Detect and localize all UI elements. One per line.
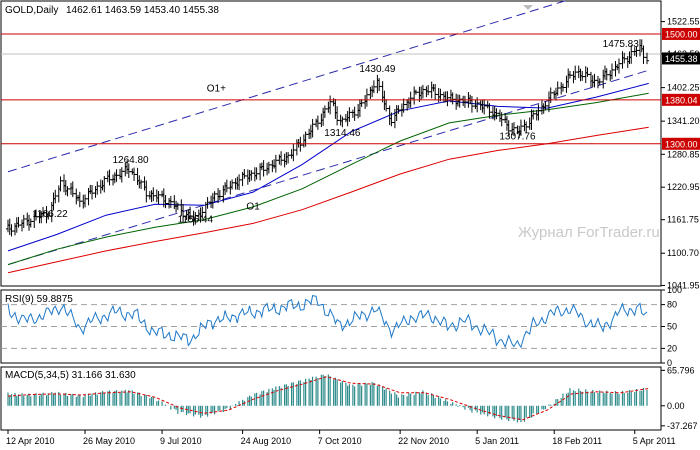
- macd-label: MACD(5,34,5) 31.166 31.630: [5, 370, 136, 381]
- price-tags: 1500.00 1380.04 1300.00 1455.38: [662, 27, 700, 150]
- price-annotation: O1: [246, 202, 260, 213]
- level-tag: [662, 137, 700, 150]
- level-tag: [662, 93, 700, 106]
- ohlc-header: 1462.61 1463.59 1453.40 1455.38: [66, 5, 219, 16]
- moving-average-line: [7, 126, 649, 274]
- time-tick-label: 24 Aug 2010: [241, 436, 292, 446]
- macd-signal-line: [7, 376, 649, 421]
- current-price-label: 1455.38: [665, 54, 698, 64]
- price-annotations: 1475.83 1430.49 1314.46 1307.76 1264.80 1166.…: [32, 39, 639, 225]
- rsi-tick-label: 100: [667, 285, 682, 295]
- time-tick-label: 9 Jul 2010: [160, 436, 202, 446]
- macd-panel-border: [0, 366, 662, 431]
- time-tick-label: 5 Jan 2011: [475, 436, 519, 446]
- price-panel: 1475.83 1430.49 1314.46 1307.76 1264.80 1166.…: [0, 0, 700, 290]
- chart-title: GOLD,Daily: [5, 5, 58, 16]
- price-annotation: 1475.83: [603, 39, 640, 50]
- price-tick-label: 1280.85: [667, 149, 700, 159]
- price-tick-label: 1402.25: [667, 83, 700, 93]
- rsi-tick-label: 50: [667, 322, 677, 332]
- shift-marker-icon: [523, 5, 533, 10]
- rsi-axis: 100 80 50 20 0: [661, 285, 682, 368]
- macd-tick-label: 65.796: [667, 365, 695, 375]
- rsi-series-line: [7, 295, 648, 349]
- level-tag-label: 1300.00: [665, 139, 698, 149]
- rsi-label: RSI(9) 59.8875: [5, 294, 73, 305]
- price-annotation: 1264.80: [112, 155, 149, 166]
- horizontal-levels: [1, 33, 661, 145]
- watermark: Журнал ForTrader.ru: [518, 224, 660, 241]
- rsi-levels: [1, 304, 661, 349]
- price-bars: [6, 39, 649, 237]
- moving-average-line: [7, 82, 649, 252]
- macd-axis: 65.796 0.00 -37.267: [661, 365, 698, 431]
- rsi-tick-label: 0: [667, 358, 672, 368]
- rsi-tick-label: 80: [667, 300, 677, 310]
- time-tick-label: 5 Apr 2011: [633, 436, 676, 446]
- time-axis: 12 Apr 2010 26 May 2010 9 Jul 2010 24 Aug 2…: [6, 430, 676, 446]
- price-annotation: 1430.49: [359, 64, 396, 75]
- macd-tick-label: -37.267: [667, 421, 698, 431]
- macd-signal-series: [7, 376, 649, 421]
- price-annotation: 1156.44: [178, 215, 214, 226]
- price-tick-label: 1100.70: [667, 248, 699, 258]
- time-tick-label: 26 May 2010: [83, 436, 135, 446]
- macd-histogram: [7, 374, 648, 423]
- rsi-tick-label: 20: [667, 343, 677, 353]
- macd-panel: MACD(5,34,5) 31.166 31.630 65.796 0.00 -37…: [0, 365, 698, 431]
- rsi-panel: RSI(9) 59.8875 100 80 50 20 0: [0, 285, 682, 368]
- time-tick-label: 22 Nov 2010: [398, 436, 449, 446]
- price-annotation: 1166.22: [32, 209, 68, 220]
- rsi-line: [7, 295, 648, 349]
- time-tick-label: 18 Feb 2011: [552, 436, 602, 446]
- time-tick-label: 7 Oct 2010: [318, 436, 362, 446]
- price-tick-label: 1522.55: [667, 17, 700, 27]
- level-tag-label: 1380.04: [665, 95, 698, 105]
- time-tick-label: 12 Apr 2010: [6, 436, 55, 446]
- level-tag-label: 1500.00: [665, 29, 698, 39]
- channel-upper-line: [7, 0, 570, 173]
- price-annotation: 1307.76: [499, 132, 536, 143]
- price-annotation: O1+: [207, 84, 226, 95]
- price-annotation: 1314.46: [324, 128, 361, 139]
- current-price-tag: [662, 52, 700, 65]
- level-tag: [662, 27, 700, 40]
- price-tick-label: 1041.95: [667, 280, 700, 290]
- macd-tick-label: 0.00: [667, 401, 685, 411]
- price-tick-label: 1341.20: [667, 116, 700, 126]
- price-tick-label: 1220.95: [667, 182, 700, 192]
- price-tick-label: 1161.75: [667, 215, 699, 225]
